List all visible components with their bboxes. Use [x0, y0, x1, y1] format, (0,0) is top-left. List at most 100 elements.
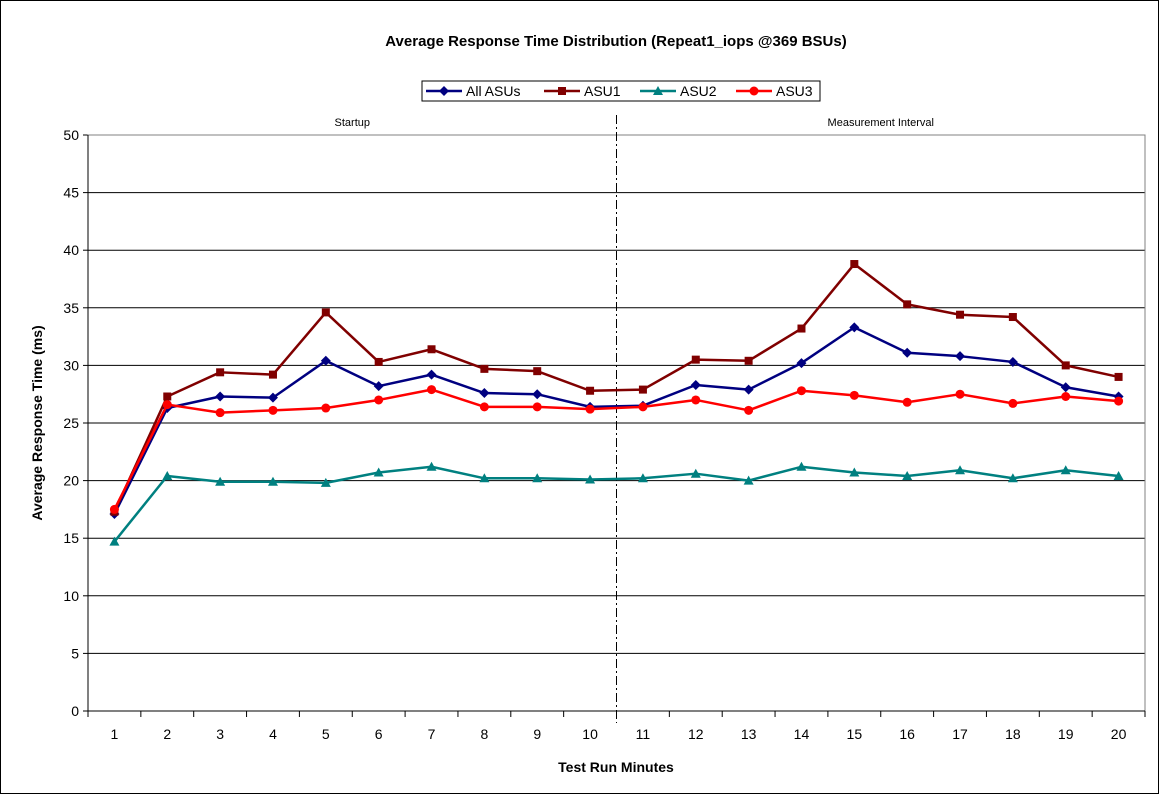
data-point: [796, 461, 807, 471]
data-point: [215, 476, 226, 486]
x-tick-label: 9: [533, 726, 541, 742]
data-point: [268, 370, 277, 379]
x-tick-label: 18: [1005, 726, 1021, 742]
series-line: [113, 262, 1119, 513]
data-point: [426, 461, 437, 471]
data-point: [586, 386, 595, 395]
y-tick-label: 5: [71, 645, 79, 661]
data-point: [902, 470, 913, 480]
data-point: [427, 345, 436, 354]
x-tick-label: 16: [899, 726, 915, 742]
y-tick-label: 0: [71, 703, 79, 719]
data-point: [216, 368, 225, 377]
data-point: [321, 403, 331, 413]
data-point: [638, 402, 648, 412]
data-point: [427, 385, 437, 395]
data-point: [109, 536, 120, 546]
data-point: [480, 364, 489, 373]
data-point: [902, 397, 912, 407]
data-point: [373, 467, 384, 477]
y-tick-label: 30: [63, 357, 79, 373]
legend-label: ASU3: [776, 83, 813, 99]
data-point: [690, 379, 701, 390]
data-point: [903, 300, 912, 309]
data-point: [1061, 392, 1071, 402]
data-point: [439, 86, 449, 96]
data-point: [373, 381, 384, 392]
data-point: [796, 386, 806, 396]
data-point: [1008, 398, 1018, 408]
data-point: [849, 467, 860, 477]
series-line: [113, 465, 1119, 543]
data-point: [374, 395, 384, 405]
data-point: [849, 322, 860, 333]
data-point: [1060, 382, 1071, 393]
legend-label: ASU2: [680, 83, 717, 99]
x-tick-label: 17: [952, 726, 968, 742]
legend-label: All ASUs: [466, 83, 520, 99]
data-point: [637, 473, 648, 483]
x-tick-label: 11: [636, 726, 651, 742]
y-tick-label: 50: [63, 127, 79, 143]
data-point: [638, 385, 647, 394]
data-point: [691, 395, 701, 405]
x-tick-label: 3: [216, 726, 224, 742]
data-point: [479, 402, 489, 412]
x-tick-label: 20: [1111, 726, 1127, 742]
region-label: Startup: [335, 117, 370, 129]
y-tick-label: 20: [63, 473, 79, 489]
data-point: [796, 358, 807, 369]
x-tick-label: 6: [375, 726, 383, 742]
data-point: [749, 86, 759, 96]
data-point: [1007, 356, 1018, 367]
y-tick-label: 45: [63, 185, 79, 201]
data-point: [479, 388, 490, 399]
data-point: [162, 400, 172, 410]
data-point: [955, 351, 966, 362]
y-tick-label: 15: [63, 530, 79, 546]
data-point: [1060, 465, 1071, 475]
data-point: [215, 391, 226, 402]
x-tick-label: 10: [582, 726, 598, 742]
x-tick-label: 7: [428, 726, 436, 742]
data-point: [743, 475, 754, 485]
data-point: [320, 355, 331, 366]
data-point: [1114, 396, 1124, 406]
x-tick-label: 4: [269, 726, 277, 742]
y-tick-label: 10: [63, 588, 79, 604]
y-tick-label: 35: [63, 300, 79, 316]
data-point: [955, 465, 966, 475]
x-tick-label: 8: [480, 726, 488, 742]
x-tick-label: 13: [741, 726, 757, 742]
data-point: [849, 390, 859, 400]
data-point: [321, 308, 330, 317]
data-point: [1114, 372, 1123, 381]
x-tick-label: 12: [688, 726, 704, 742]
data-point: [1061, 361, 1070, 370]
data-point: [797, 324, 806, 333]
x-tick-label: 5: [322, 726, 330, 742]
y-axis-title: Average Response Time (ms): [29, 325, 45, 520]
x-tick-label: 15: [847, 726, 863, 742]
data-point: [1007, 473, 1018, 483]
legend: All ASUs ASU1 ASU2 ASU3: [421, 80, 821, 102]
data-point: [955, 389, 965, 399]
x-tick-label: 2: [163, 726, 171, 742]
y-tick-label: 40: [63, 242, 79, 258]
data-point: [533, 367, 542, 376]
data-point: [267, 392, 278, 403]
data-point: [956, 310, 965, 319]
y-tick-label: 25: [63, 415, 79, 431]
data-point: [585, 474, 596, 484]
data-point: [479, 473, 490, 483]
data-point: [374, 357, 383, 366]
series-line: [113, 388, 1119, 510]
data-point: [1113, 470, 1124, 480]
chart-title: Average Response Time Distribution (Repe…: [385, 33, 846, 50]
data-point: [585, 404, 595, 414]
x-tick-label: 14: [794, 726, 810, 742]
x-tick-label: 19: [1058, 726, 1074, 742]
